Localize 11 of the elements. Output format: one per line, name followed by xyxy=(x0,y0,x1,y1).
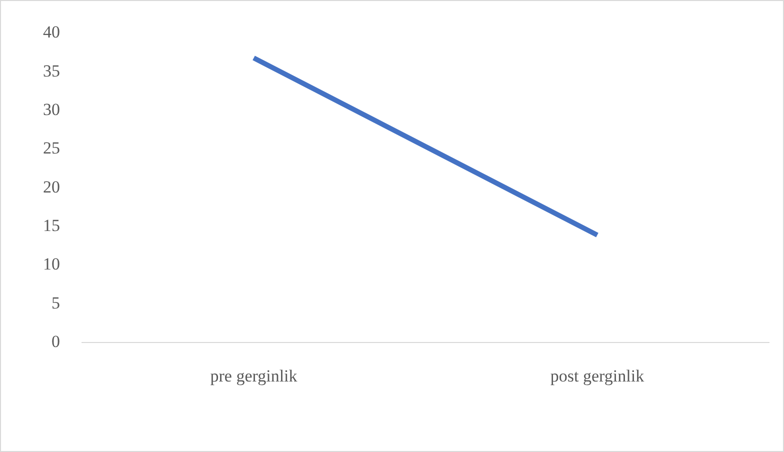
y-tick-label: 20 xyxy=(43,177,60,196)
y-tick-label: 5 xyxy=(52,293,60,312)
y-tick-label: 35 xyxy=(43,61,60,80)
x-tick-label: pre gerginlik xyxy=(210,366,298,386)
y-tick-label: 10 xyxy=(43,254,60,274)
y-tick-label: 0 xyxy=(52,332,60,352)
x-tick-label: post gerginlik xyxy=(550,366,645,386)
y-tick-label: 40 xyxy=(43,22,60,42)
y-tick-label: 25 xyxy=(43,138,60,158)
y-tick-label: 15 xyxy=(43,216,60,236)
y-tick-label: 30 xyxy=(43,100,60,120)
